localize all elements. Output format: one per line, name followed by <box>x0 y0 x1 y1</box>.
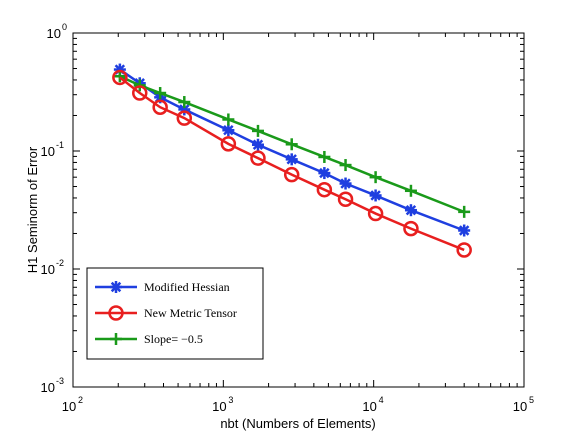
asterisk-marker <box>458 224 471 237</box>
circle-marker <box>283 166 300 183</box>
circle-marker <box>367 205 384 222</box>
asterisk-marker <box>318 167 331 180</box>
y-tick-label: 10 <box>41 144 55 159</box>
plus-marker <box>113 70 126 83</box>
asterisk-marker <box>251 138 264 151</box>
x-tick-labels: 10 2 10 3 10 4 10 5 <box>62 395 534 414</box>
circle-marker <box>176 110 193 126</box>
series-layer <box>112 63 472 258</box>
circle-marker <box>112 69 128 86</box>
series-1 <box>112 69 472 258</box>
asterisk-marker <box>285 153 298 166</box>
x-tick-exponent: 3 <box>228 395 233 405</box>
y-tick-label: 10 <box>41 380 55 395</box>
circle-marker <box>456 242 472 258</box>
circle-marker <box>132 85 148 101</box>
plus-marker <box>285 138 298 151</box>
plus-marker <box>404 184 417 197</box>
plus-marker <box>154 87 167 100</box>
legend: Modified Hessian New Metric Tensor Slope= … <box>86 267 264 360</box>
legend-label: New Metric Tensor <box>144 306 237 320</box>
x-axis-title: nbt (Numbers of Elements) <box>220 416 375 431</box>
series-line <box>119 75 465 214</box>
axis-ticks <box>72 33 524 388</box>
plus-marker <box>178 96 191 109</box>
y-tick-exponent: -2 <box>56 258 64 268</box>
asterisk-marker <box>339 177 352 190</box>
circle-marker <box>220 136 237 152</box>
series-2 <box>113 70 471 218</box>
x-tick-label: 10 <box>62 399 76 414</box>
y-tick-label: 10 <box>41 262 55 277</box>
y-tick-exponent: -1 <box>56 140 64 150</box>
x-tick-exponent: 2 <box>78 395 83 405</box>
plus-marker <box>251 124 264 137</box>
circle-marker <box>337 191 354 208</box>
plus-marker <box>222 113 235 126</box>
asterisk-marker <box>369 189 382 202</box>
circle-marker <box>403 220 419 237</box>
circle-marker <box>250 150 266 166</box>
plus-marker <box>458 205 471 218</box>
asterisk-marker <box>404 204 417 217</box>
asterisk-marker <box>222 124 235 137</box>
circle-marker <box>152 99 168 115</box>
plus-marker <box>318 150 331 163</box>
legend-label: Modified Hessian <box>144 280 230 294</box>
x-tick-exponent: 5 <box>529 395 534 405</box>
circle-marker <box>108 305 124 321</box>
y-axis-title: H1 Seminorm of Error <box>25 146 40 273</box>
plus-marker <box>369 171 382 184</box>
x-tick-exponent: 4 <box>379 395 384 405</box>
y-tick-exponent: 0 <box>62 22 67 32</box>
asterisk-marker <box>110 281 122 293</box>
x-tick-label: 10 <box>513 399 527 414</box>
circle-marker <box>316 181 333 198</box>
y-tick-label: 10 <box>47 26 61 41</box>
y-tick-exponent: -3 <box>56 376 64 386</box>
legend-label: Slope= −0.5 <box>144 332 203 346</box>
x-tick-label: 10 <box>212 399 226 414</box>
x-tick-label: 10 <box>362 399 376 414</box>
plus-marker <box>339 159 352 172</box>
plus-marker <box>110 333 122 345</box>
